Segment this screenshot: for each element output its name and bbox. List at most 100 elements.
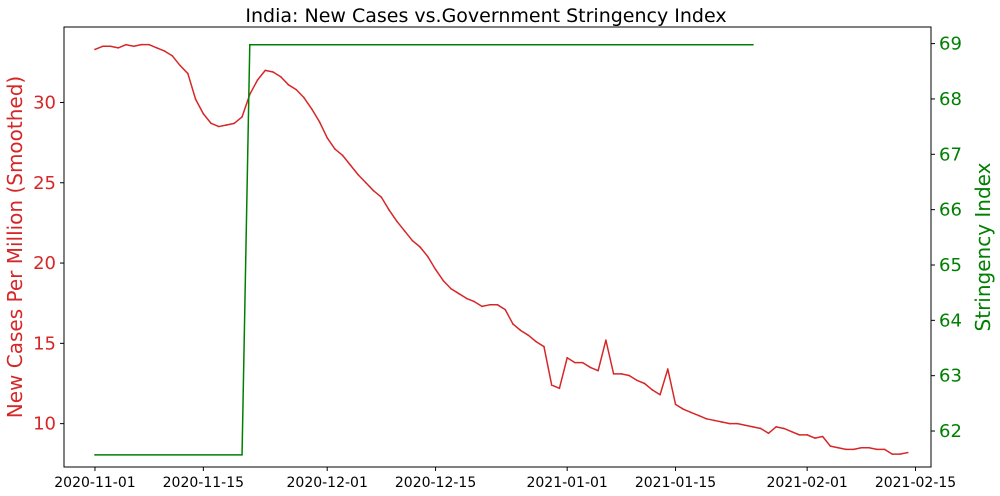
data-point-left: [148, 43, 150, 46]
data-point-left: [457, 292, 460, 295]
data-point-left: [860, 446, 863, 449]
data-point-left: [132, 45, 135, 48]
data-point-left: [744, 424, 747, 427]
x-tick-label: 2020-11-01: [54, 475, 135, 491]
y-right-tick-label: 69: [939, 34, 962, 55]
data-point-left: [883, 448, 886, 451]
data-point-left: [419, 246, 421, 248]
data-point-left: [620, 373, 623, 375]
data-point-left: [481, 305, 483, 308]
data-point-left: [256, 79, 259, 81]
data-point-left: [163, 50, 166, 52]
y-right-tick-label: 65: [939, 255, 962, 276]
data-point-left: [241, 116, 243, 118]
data-point-left: [790, 430, 793, 433]
data-point-left: [202, 112, 205, 115]
data-point-left: [589, 366, 592, 369]
data-point-left: [303, 96, 305, 99]
data-point-left: [310, 108, 313, 110]
data-point-left: [341, 154, 344, 157]
y-right-tick-label: 63: [939, 366, 962, 387]
data-point-left: [713, 419, 716, 422]
y-left-tick-label: 10: [33, 414, 56, 435]
data-point-left: [156, 47, 158, 49]
data-point-left: [852, 448, 855, 451]
data-point-left: [906, 451, 909, 454]
y-left-tick-label: 15: [33, 333, 56, 354]
data-point-left: [550, 384, 553, 386]
data-point-left: [581, 361, 584, 364]
data-point-left: [264, 69, 267, 72]
data-point-left: [349, 164, 352, 166]
data-point-right: [241, 454, 243, 456]
y-right-tick-label: 68: [939, 89, 962, 110]
data-point-left: [218, 125, 220, 128]
data-point-left: [403, 230, 406, 232]
data-point-left: [697, 414, 700, 417]
x-tick-label: 2020-11-15: [163, 475, 244, 491]
data-point-left: [279, 75, 282, 78]
x-tick-label: 2021-02-01: [766, 475, 847, 491]
data-point-left: [798, 434, 801, 436]
data-point-left: [396, 220, 398, 223]
y-left-tick-label: 20: [33, 253, 56, 274]
data-point-left: [605, 339, 607, 341]
data-point-left: [728, 422, 731, 425]
data-point-left: [171, 55, 174, 57]
chart-title: India: New Cases vs.Government Stringenc…: [245, 5, 726, 27]
data-point-left: [210, 122, 212, 125]
data-point-left: [736, 422, 739, 425]
data-point-left: [705, 418, 708, 420]
data-point-left: [519, 329, 522, 332]
data-point-left: [94, 48, 96, 51]
data-point-right: [94, 454, 96, 456]
data-point-left: [690, 411, 692, 414]
y-axis-left-label: New Cases Per Million (Smoothed): [3, 76, 27, 418]
data-point-left: [659, 393, 661, 396]
data-point-left: [272, 71, 274, 73]
y-right-tick-label: 62: [939, 421, 962, 442]
y-right-tick-label: 67: [939, 144, 962, 165]
x-tick-label: 2021-01-15: [635, 475, 716, 491]
y-left-tick-label: 30: [33, 92, 56, 113]
data-point-left: [868, 446, 870, 449]
data-point-left: [829, 445, 832, 447]
series-line-right: [94, 43, 753, 456]
data-point-left: [876, 448, 878, 451]
data-point-left: [411, 239, 414, 242]
data-point-left: [574, 361, 576, 364]
data-point-left: [837, 446, 839, 449]
series-layer: [94, 43, 909, 456]
data-point-left: [287, 84, 290, 86]
data-point-left: [543, 345, 545, 348]
data-point-left: [488, 304, 491, 306]
data-point-left: [504, 308, 507, 311]
data-point-left: [380, 196, 383, 199]
series-line-left: [94, 43, 908, 455]
data-point-left: [434, 268, 437, 271]
data-point-left: [442, 279, 445, 282]
plot-frame: [63, 26, 932, 468]
y-left-tick-label: 25: [33, 173, 56, 194]
data-point-left: [326, 137, 329, 139]
data-point-left: [388, 209, 390, 211]
data-point-left: [179, 64, 181, 67]
y-right-tick-label: 66: [939, 200, 962, 221]
data-point-left: [597, 369, 599, 372]
data-point-right: [752, 43, 754, 46]
x-tick-label: 2020-12-01: [287, 475, 368, 491]
data-point-left: [899, 453, 901, 455]
data-point-left: [372, 190, 375, 192]
data-point-left: [636, 379, 638, 382]
data-point-left: [450, 287, 452, 290]
data-point-left: [674, 403, 677, 406]
data-point-left: [643, 382, 646, 385]
data-point-left: [628, 374, 630, 377]
x-tick-label: 2021-01-01: [526, 475, 607, 491]
data-point-left: [891, 453, 894, 455]
y-axis-left: 10 15 20 25 30: [33, 92, 64, 435]
data-point-right: [248, 43, 251, 46]
data-point-left: [473, 300, 476, 303]
